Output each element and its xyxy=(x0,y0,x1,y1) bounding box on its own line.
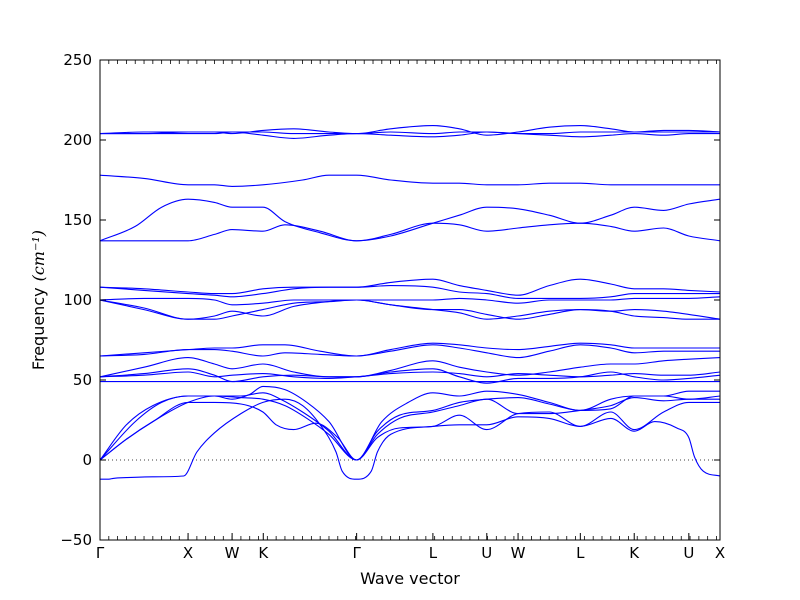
band-line-15 xyxy=(100,285,720,299)
x-tick-label: W xyxy=(225,544,240,562)
x-tick-label: K xyxy=(258,544,269,562)
x-tick-label: Γ xyxy=(96,544,105,562)
x-tick-label: U xyxy=(481,544,492,562)
y-axis-label: Frequency (cm⁻¹) xyxy=(29,230,48,370)
band-line-5 xyxy=(100,385,720,461)
x-tick-label: X xyxy=(715,544,725,562)
band-line-20 xyxy=(100,131,720,139)
band-line-14 xyxy=(100,296,720,306)
y-tick-label: 100 xyxy=(63,291,92,309)
y-tick-label: 150 xyxy=(63,211,92,229)
y-tick-label: 0 xyxy=(82,451,92,469)
band-line-18 xyxy=(100,198,720,242)
y-tick-label: 200 xyxy=(63,131,92,149)
band-line-7 xyxy=(100,371,720,379)
x-tick-label: U xyxy=(683,544,694,562)
band-line-16 xyxy=(100,278,720,296)
band-line-2 xyxy=(100,401,720,461)
x-tick-label: K xyxy=(629,544,640,562)
x-tick-label: X xyxy=(183,544,193,562)
y-tick-label: −50 xyxy=(60,531,92,549)
bands-layer xyxy=(100,125,720,480)
band-line-8 xyxy=(100,368,720,384)
x-tick-label: L xyxy=(576,544,585,562)
y-axis-label-unit: (cm⁻¹) xyxy=(29,230,48,281)
band-line-9 xyxy=(100,357,720,378)
band-line-17 xyxy=(100,222,720,242)
band-line-13 xyxy=(100,299,720,320)
y-tick-label: 250 xyxy=(63,51,92,69)
band-line-10 xyxy=(100,344,720,359)
ticks-layer xyxy=(99,59,721,541)
x-axis-label: Wave vector xyxy=(360,569,460,588)
x-tick-label: Γ xyxy=(352,544,361,562)
band-line-1 xyxy=(100,398,720,480)
band-line-19 xyxy=(100,174,720,187)
x-tick-label: W xyxy=(511,544,526,562)
band-line-22 xyxy=(100,125,720,136)
band-line-11 xyxy=(100,342,720,357)
x-tick-label: L xyxy=(429,544,438,562)
y-tick-label: 50 xyxy=(73,371,92,389)
y-axis-label-main: Frequency xyxy=(29,287,48,370)
